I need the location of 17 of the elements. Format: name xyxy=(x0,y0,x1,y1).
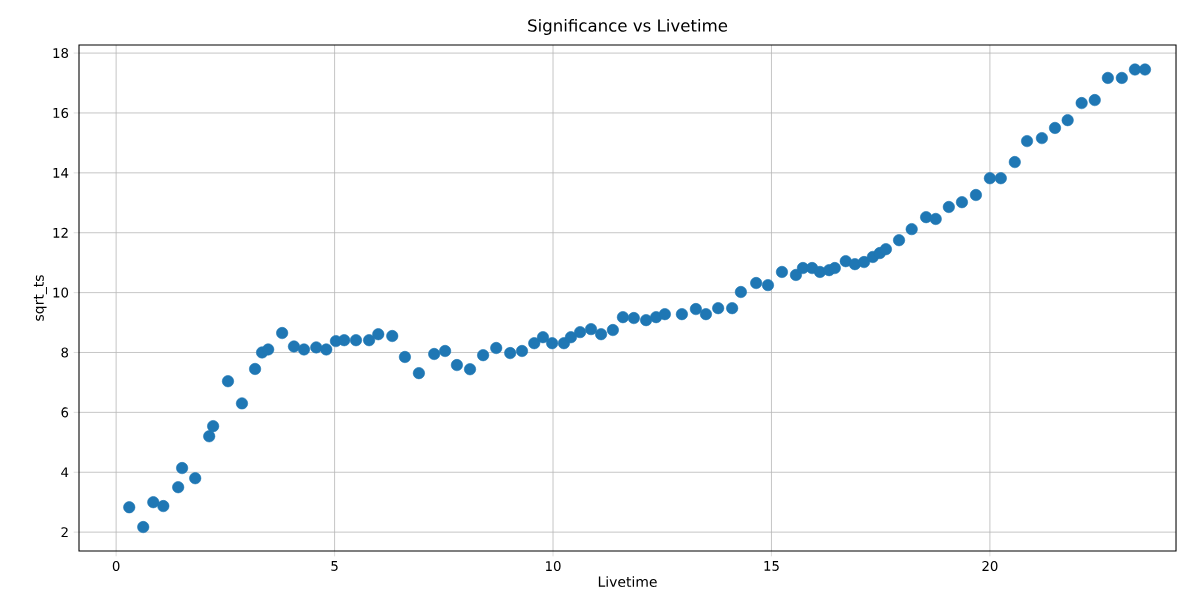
x-tick-label: 5 xyxy=(331,561,338,571)
y-tick-label: 16 xyxy=(53,107,69,118)
y-tick-label: 8 xyxy=(61,347,69,358)
x-axis-title: Livetime xyxy=(598,576,657,587)
y-tick-label: 18 xyxy=(53,48,69,59)
y-tick-label: 4 xyxy=(61,467,69,478)
x-tick-label: 20 xyxy=(982,561,998,572)
x-tick-label: 15 xyxy=(764,561,779,571)
x-tick-label: 10 xyxy=(546,561,561,572)
x-tick-label: 0 xyxy=(112,561,120,572)
y-axis-title: sqrt_ts xyxy=(33,275,47,321)
chart-title: Significance vs Livetime xyxy=(528,18,728,35)
y-tick-label: 6 xyxy=(61,407,69,418)
y-tick-label: 14 xyxy=(53,168,69,178)
y-tick-label: 10 xyxy=(53,287,69,298)
y-tick-label: 12 xyxy=(53,227,68,238)
y-tick-label: 2 xyxy=(61,527,68,538)
